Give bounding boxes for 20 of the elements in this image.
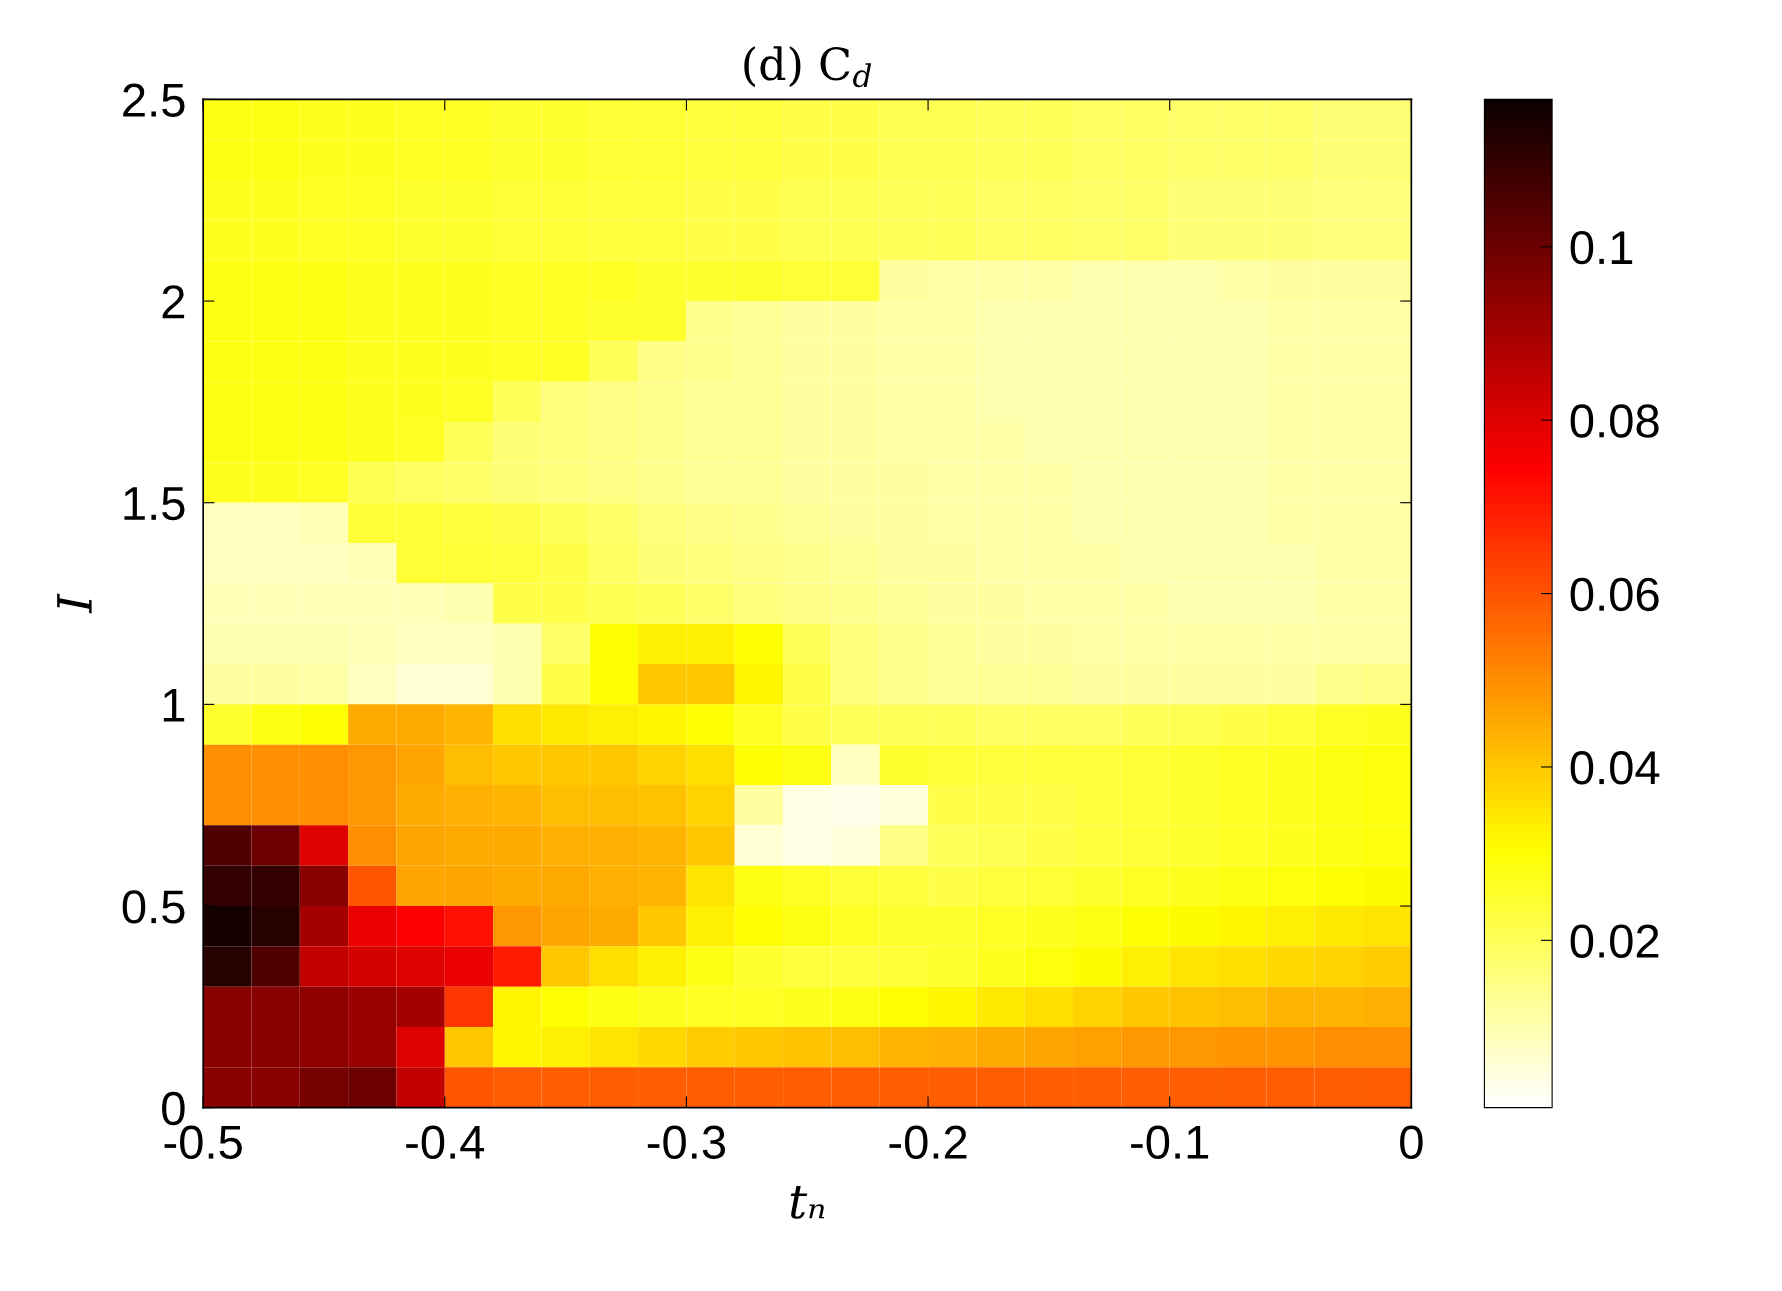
x-tick-label: 0 [1400,1125,1423,1160]
x-tick-label: -0.3 [647,1125,726,1160]
color-bar-label: 0.1 [1570,230,1633,265]
y-tick-label: 2 [162,285,185,319]
chart-title: (d) C$_{d}$ [744,46,872,88]
color-bar-label: 0.08 [1570,404,1659,438]
y-axis-title: I [57,593,92,614]
y-tick-label: 1 [163,688,185,722]
x-tick-label: -0.1 [1131,1125,1209,1160]
color-bar-label: 0.02 [1570,924,1659,958]
y-tick-label: 0 [162,1091,185,1126]
y-tick-label: 1.5 [124,487,185,521]
x-tick-label: -0.4 [406,1125,485,1160]
x-tick-label: -0.2 [889,1125,967,1160]
color-bar-label: 0.04 [1570,751,1660,785]
color-bar-label: 0.06 [1570,577,1659,612]
x-axis-title: tₙ [790,1186,825,1219]
y-tick-label: 2.5 [123,83,185,117]
x-tick-label: -0.5 [164,1125,242,1160]
y-tick-label: 0.5 [122,890,185,924]
